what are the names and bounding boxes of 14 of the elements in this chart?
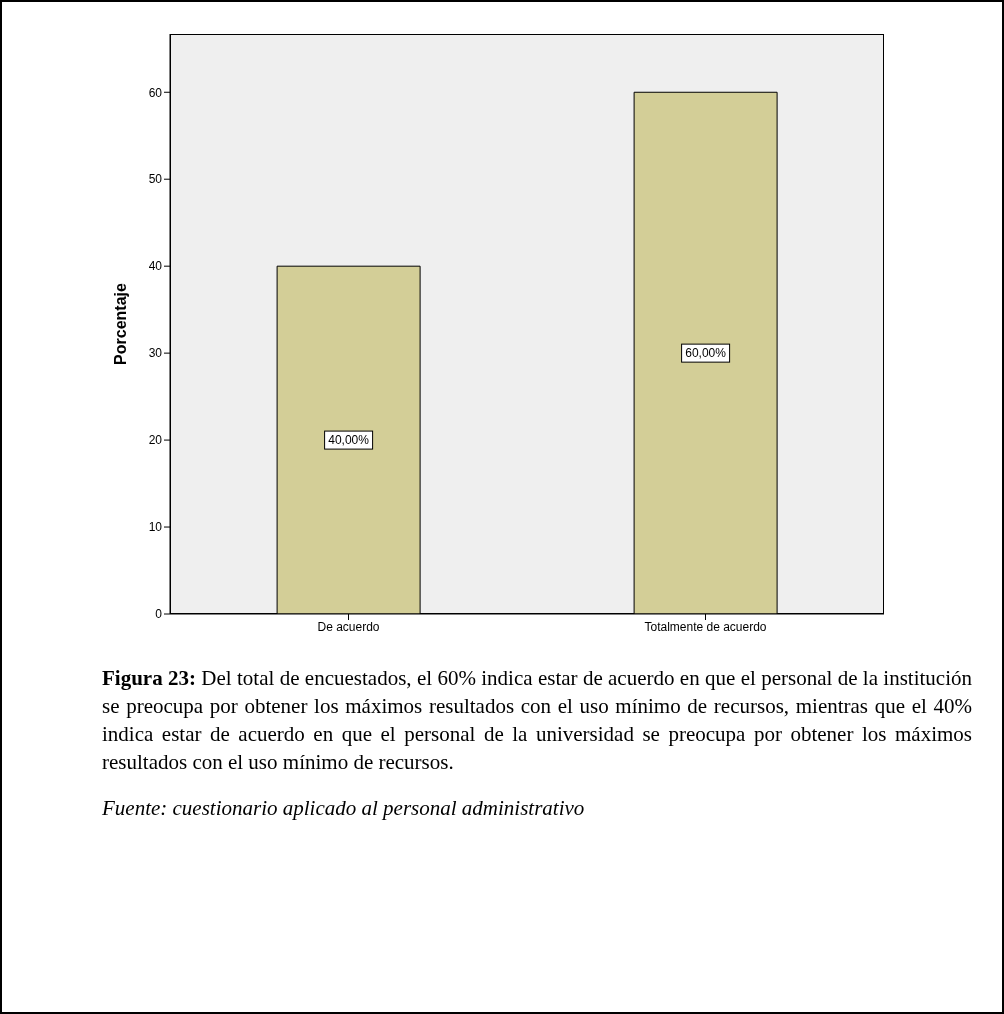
y-tick-label: 20 — [148, 433, 163, 448]
x-tick-label: De acuerdo — [317, 619, 380, 634]
y-tick-label: 30 — [148, 346, 163, 361]
y-axis-title: Porcentaje — [111, 282, 129, 365]
x-tick-label: Totalmente de acuerdo — [644, 619, 767, 634]
y-tick-label: 10 — [148, 520, 163, 535]
y-tick-label: 0 — [155, 607, 163, 622]
y-tick-label: 60 — [148, 85, 163, 100]
y-tick-label: 50 — [148, 172, 163, 187]
y-tick-label: 40 — [148, 259, 163, 274]
data-label: 60,00% — [685, 346, 727, 361]
data-label: 40,00% — [328, 433, 370, 448]
source-note: Fuente: cuestionario aplicado al personal administrativo — [102, 795, 586, 822]
text: Figura 23: — [102, 666, 196, 690]
